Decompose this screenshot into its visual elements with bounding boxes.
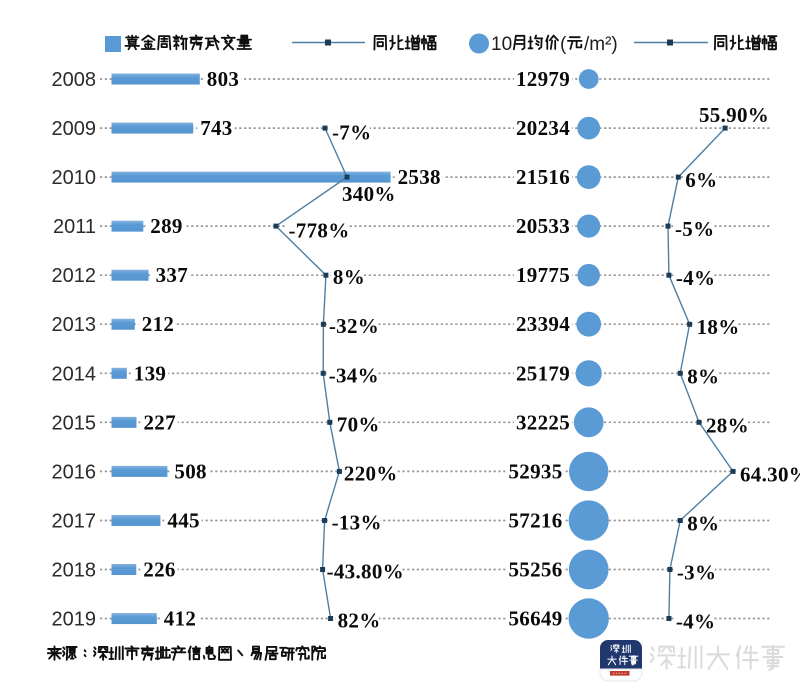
svg-text:2014: 2014 [52, 363, 97, 385]
svg-text:2011: 2011 [53, 216, 96, 238]
svg-text:289: 289 [150, 214, 182, 238]
svg-text:2017: 2017 [52, 511, 97, 533]
svg-text:20234: 20234 [516, 116, 570, 140]
svg-text:23394: 23394 [516, 312, 570, 336]
svg-text:18%: 18% [697, 315, 740, 339]
svg-text:55256: 55256 [509, 558, 563, 582]
svg-text:-778%: -778% [289, 219, 350, 243]
svg-text:6%: 6% [685, 168, 717, 192]
svg-text:337: 337 [156, 263, 188, 287]
svg-text:21516: 21516 [516, 165, 570, 189]
svg-text:220%: 220% [344, 461, 398, 485]
svg-text:2538: 2538 [398, 165, 441, 189]
svg-text:8%: 8% [687, 364, 719, 388]
svg-text:8%: 8% [687, 512, 719, 536]
svg-text:52935: 52935 [509, 459, 563, 483]
svg-text:743: 743 [200, 116, 232, 140]
svg-text:2019: 2019 [52, 609, 97, 631]
svg-text:803: 803 [207, 67, 239, 91]
svg-text:2013: 2013 [52, 314, 97, 336]
svg-text:64.30%: 64.30% [740, 462, 800, 486]
svg-text:8%: 8% [333, 265, 365, 289]
svg-text:25179: 25179 [516, 361, 570, 385]
svg-text:32225: 32225 [516, 410, 570, 434]
svg-text:/m²): /m²) [584, 34, 618, 55]
svg-text:445: 445 [167, 509, 199, 533]
svg-text:212: 212 [142, 312, 174, 336]
svg-text:412: 412 [164, 607, 196, 631]
svg-text:-34%: -34% [329, 363, 379, 387]
svg-text:28%: 28% [706, 413, 749, 437]
svg-text:508: 508 [174, 459, 206, 483]
svg-text:82%: 82% [338, 609, 381, 633]
svg-text:-32%: -32% [329, 314, 379, 338]
svg-text:70%: 70% [337, 412, 380, 436]
svg-text:2015: 2015 [52, 412, 97, 434]
svg-text:2018: 2018 [52, 560, 97, 582]
svg-text:10: 10 [491, 34, 512, 55]
svg-text:2008: 2008 [52, 69, 97, 91]
svg-text:12979: 12979 [516, 67, 570, 91]
svg-text:2009: 2009 [52, 118, 97, 140]
svg-text:20533: 20533 [516, 214, 570, 238]
svg-text:227: 227 [144, 410, 176, 434]
svg-text:2010: 2010 [52, 167, 97, 189]
svg-text:-13%: -13% [332, 511, 382, 535]
svg-text:56649: 56649 [509, 607, 563, 631]
svg-text:(: ( [560, 34, 567, 55]
svg-text:139: 139 [134, 361, 166, 385]
svg-text:57216: 57216 [509, 509, 563, 533]
svg-text:340%: 340% [342, 182, 396, 206]
svg-text:-7%: -7% [332, 121, 371, 145]
svg-text:2012: 2012 [52, 265, 97, 287]
svg-text:-4%: -4% [676, 266, 715, 290]
svg-text:19775: 19775 [516, 263, 570, 287]
svg-text:226: 226 [143, 558, 175, 582]
svg-text:-3%: -3% [677, 561, 716, 585]
svg-text:-4%: -4% [676, 610, 715, 634]
svg-text:-5%: -5% [675, 217, 714, 241]
svg-text:2016: 2016 [52, 461, 97, 483]
svg-text:55.90%: 55.90% [699, 103, 769, 127]
svg-text:-43.80%: -43.80% [327, 560, 404, 584]
